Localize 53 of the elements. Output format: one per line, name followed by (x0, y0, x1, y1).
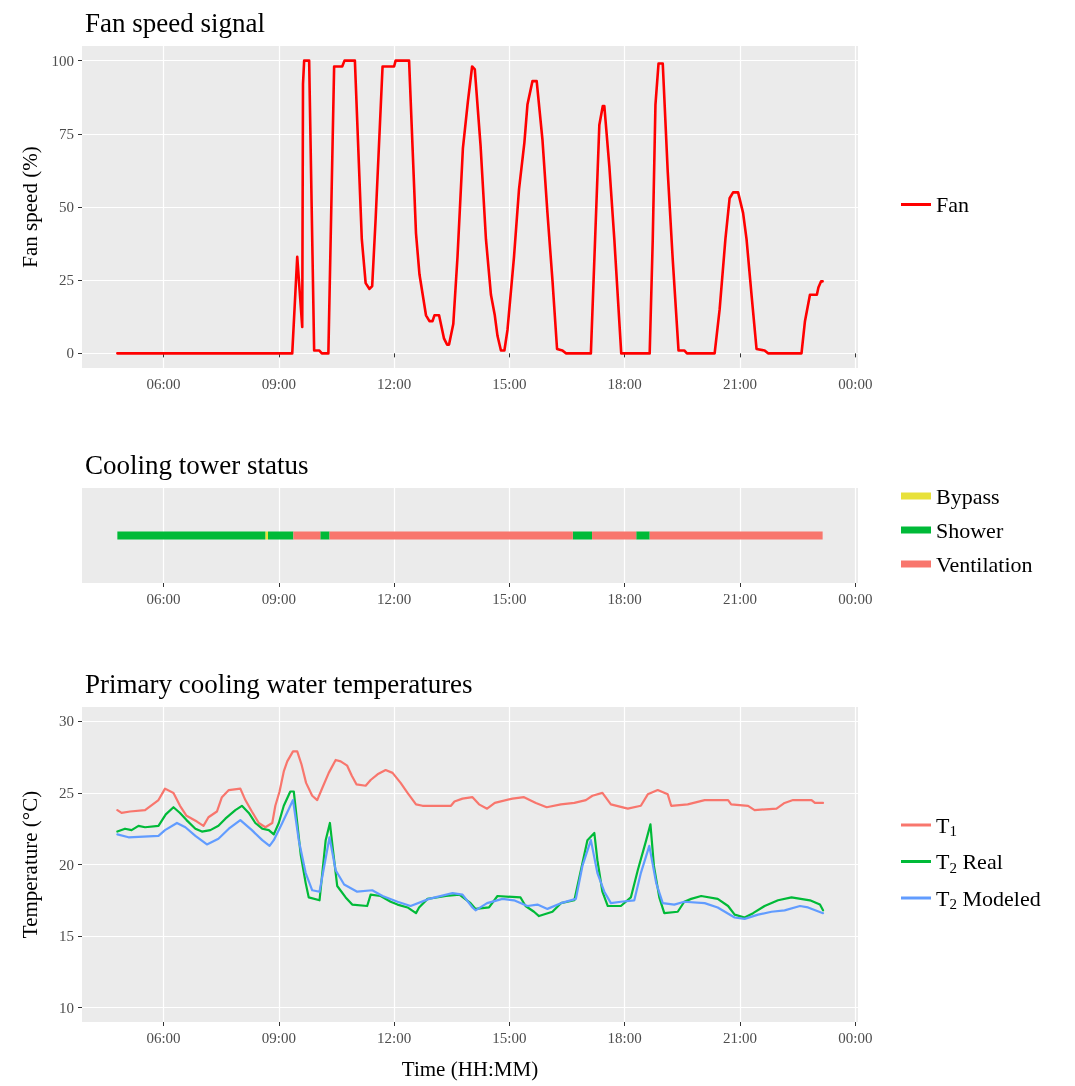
x-tick-label: 15:00 (492, 1029, 527, 1046)
x-tick-label: 21:00 (722, 590, 758, 607)
x-tick-label: 06:00 (146, 1029, 181, 1046)
legend-label: Shower (936, 517, 1004, 543)
x-tick-label: 12:00 (377, 1029, 412, 1046)
y-tick-label: 0 (66, 345, 74, 362)
x-tick-label: 15:00 (492, 590, 527, 607)
x-tick-label: 18:00 (607, 590, 642, 607)
x-tick-label: 09:00 (261, 590, 296, 607)
y-axis-title: Temperature (°C) (17, 790, 42, 939)
bar (268, 531, 294, 540)
chart-title: Fan speed signal (85, 7, 265, 38)
y-tick-label: 50 (59, 199, 74, 215)
chart-title: Primary cooling water temperatures (85, 668, 473, 699)
bar (592, 531, 637, 540)
y-tick-label: 15 (59, 928, 74, 945)
bar (572, 531, 593, 540)
y-tick-label: 25 (59, 272, 74, 289)
legend-label: Ventilation (936, 551, 1033, 577)
bar (649, 531, 823, 540)
legend-label: Fan (936, 192, 969, 217)
bar (293, 531, 321, 540)
chart-title: Cooling tower status (85, 449, 309, 480)
x-tick-label: 12:00 (377, 590, 412, 607)
x-tick-label: 21:00 (722, 375, 758, 392)
bar (329, 531, 573, 540)
x-tick-label: 00:00 (838, 590, 873, 607)
y-tick-label: 30 (59, 713, 74, 730)
x-tick-label: 06:00 (146, 375, 181, 392)
x-tick-label: 09:00 (261, 375, 296, 392)
x-tick-label: 09:00 (261, 1029, 296, 1046)
x-tick-label: 06:00 (146, 590, 181, 607)
y-tick-label: 20 (59, 856, 74, 873)
bar (636, 531, 650, 540)
bar (265, 531, 269, 540)
y-tick-label: 10 (59, 999, 74, 1016)
x-tick-label: 15:00 (492, 375, 527, 392)
legend-label: Bypass (936, 483, 1000, 509)
y-tick-label: 100 (51, 52, 74, 69)
x-tick-label: 12:00 (377, 375, 412, 392)
x-tick-label: 00:00 (838, 375, 873, 392)
y-tick-label: 75 (59, 125, 74, 142)
x-axis-title: Time (HH:MM) (401, 1056, 539, 1081)
line-series (116, 59, 824, 355)
x-tick-label: 18:00 (607, 375, 642, 392)
line-series (116, 750, 825, 829)
x-tick-label: 21:00 (722, 1029, 758, 1046)
y-axis-title: Fan speed (%) (17, 146, 42, 268)
x-tick-label: 18:00 (607, 1029, 642, 1046)
bar (117, 531, 266, 540)
bar (320, 531, 330, 540)
x-tick-label: 00:00 (838, 1029, 873, 1046)
y-tick-label: 25 (59, 784, 74, 801)
